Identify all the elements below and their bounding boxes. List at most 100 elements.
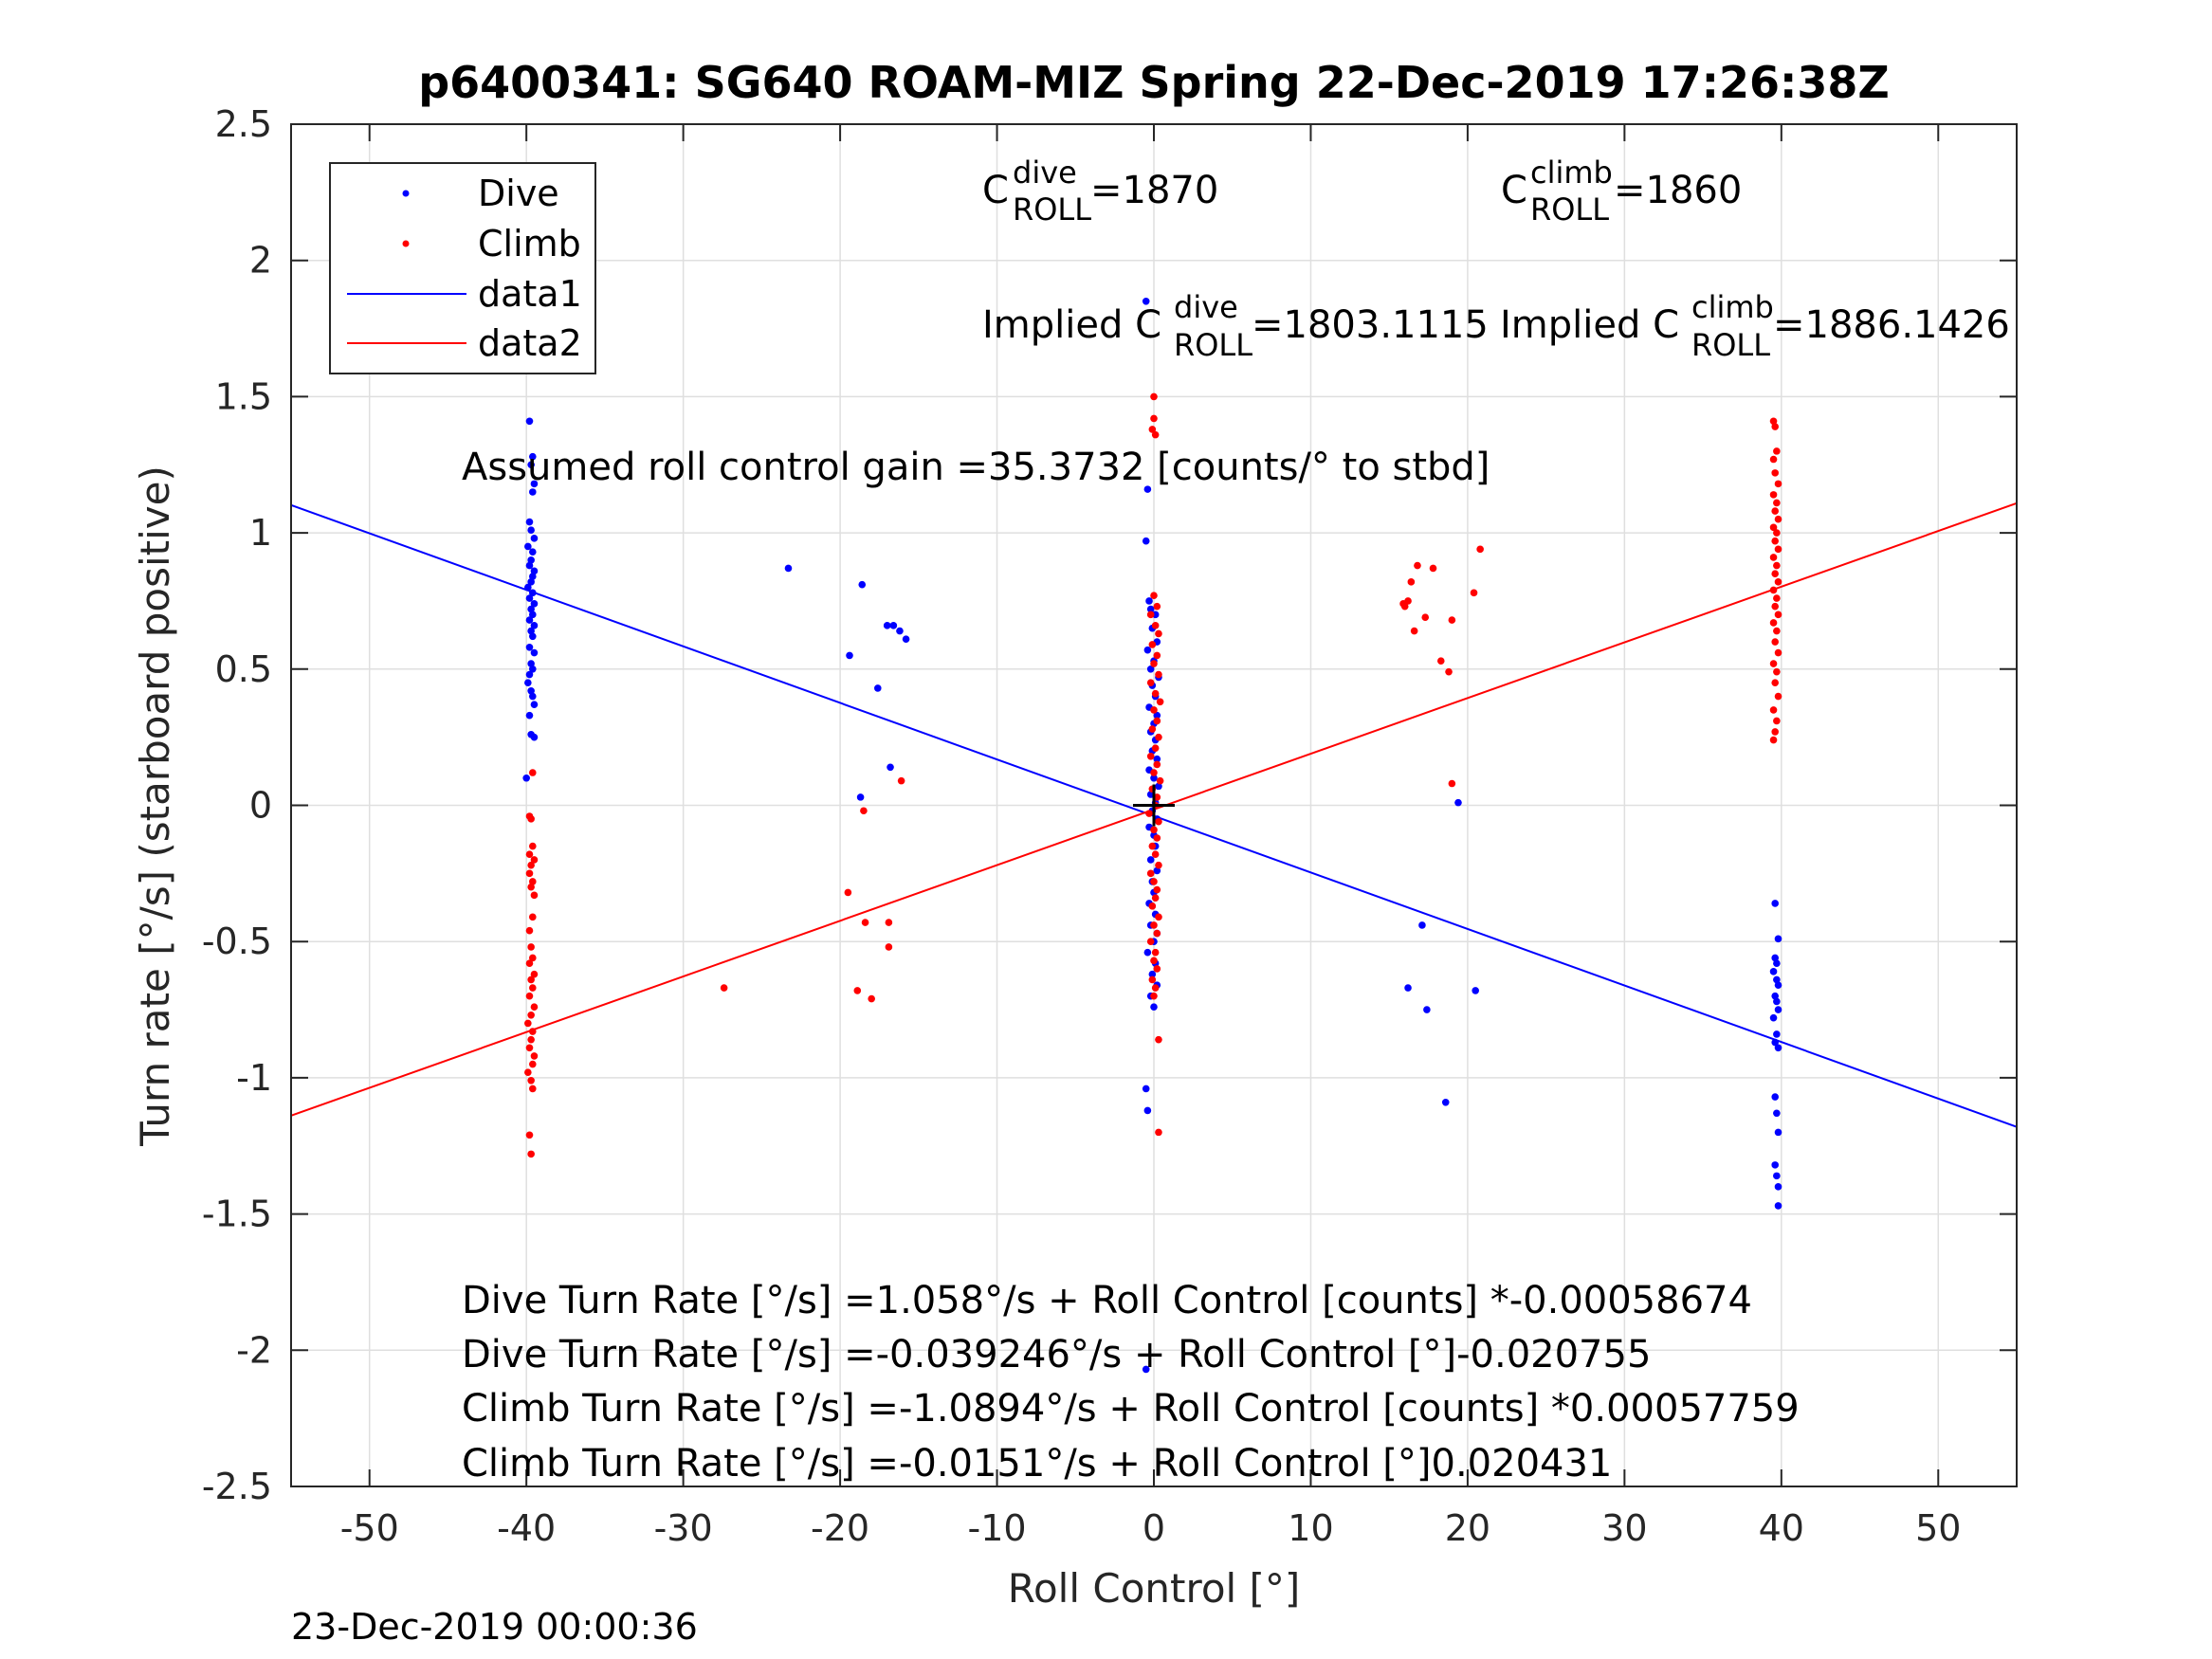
point-climb xyxy=(1151,744,1160,752)
point-climb xyxy=(529,984,537,992)
point-climb xyxy=(1404,597,1412,605)
point-dive xyxy=(1146,665,1155,673)
point-climb xyxy=(1769,523,1778,532)
point-dive xyxy=(1774,1128,1782,1137)
legend-marker-dive xyxy=(402,190,410,197)
chart-title: p6400341: SG640 ROAM-MIZ Spring 22-Dec-2… xyxy=(418,57,1890,108)
point-climb xyxy=(1150,921,1158,929)
point-climb xyxy=(1150,826,1158,834)
point-dive xyxy=(846,651,853,660)
x-tick-label: 10 xyxy=(1288,1507,1333,1549)
point-climb xyxy=(530,1003,539,1011)
point-climb xyxy=(1407,578,1416,586)
implied-climb-sup: climb xyxy=(1691,289,1774,325)
point-climb xyxy=(527,943,535,951)
point-climb xyxy=(1410,627,1418,635)
point-dive xyxy=(1774,981,1782,989)
x-tick-label: 40 xyxy=(1759,1507,1804,1549)
y-tick-label: -2.5 xyxy=(202,1466,272,1507)
point-climb xyxy=(1148,975,1157,984)
point-dive xyxy=(529,548,537,556)
point-climb xyxy=(527,1150,535,1158)
point-dive xyxy=(1773,959,1781,967)
point-climb xyxy=(1769,619,1778,627)
point-climb xyxy=(527,975,535,984)
point-dive xyxy=(883,622,891,629)
point-climb xyxy=(1150,769,1158,776)
point-dive xyxy=(887,763,894,772)
point-dive xyxy=(530,480,539,488)
x-tick-label: -50 xyxy=(340,1507,399,1549)
point-climb xyxy=(1150,414,1158,423)
point-climb xyxy=(1769,491,1778,499)
point-climb xyxy=(1445,667,1453,676)
point-dive xyxy=(529,611,537,619)
point-dive xyxy=(527,578,535,586)
point-dive xyxy=(1146,856,1155,864)
x-tick-label: -20 xyxy=(811,1507,869,1549)
annotation-c-dive: C dive ROLL =1870 xyxy=(982,155,1218,228)
point-climb xyxy=(1155,670,1162,679)
point-dive xyxy=(1773,1030,1781,1038)
point-climb xyxy=(1153,834,1161,842)
point-dive xyxy=(530,622,539,629)
c-dive-sup: dive xyxy=(1013,155,1077,191)
point-climb xyxy=(1153,885,1161,894)
x-tick-label: -40 xyxy=(497,1507,556,1549)
point-climb xyxy=(1155,1035,1162,1044)
point-climb xyxy=(861,919,869,926)
point-dive xyxy=(525,644,534,651)
point-climb xyxy=(529,878,537,885)
point-climb xyxy=(527,883,535,891)
point-dive xyxy=(1418,921,1426,929)
point-dive xyxy=(1153,755,1161,763)
x-tick-label: -10 xyxy=(968,1507,1027,1549)
point-climb xyxy=(1771,469,1779,477)
point-climb xyxy=(1155,861,1162,869)
point-climb xyxy=(844,888,852,897)
point-dive xyxy=(902,635,910,643)
annotation-gain: Assumed roll control gain =35.3732 [coun… xyxy=(462,446,1490,489)
point-climb xyxy=(1150,957,1158,965)
annotation-eq2: Dive Turn Rate [°/s] =-0.039246°/s + Rol… xyxy=(462,1333,1651,1376)
point-dive xyxy=(1773,1109,1781,1118)
point-climb xyxy=(1771,679,1779,686)
point-dive xyxy=(529,488,537,496)
legend: Dive Climb data1 data2 xyxy=(329,162,596,374)
point-climb xyxy=(1146,869,1155,878)
point-dive xyxy=(527,526,535,535)
point-climb xyxy=(529,842,537,850)
point-dive xyxy=(1146,605,1155,613)
point-climb xyxy=(885,943,893,951)
point-climb xyxy=(1150,660,1158,667)
point-climb xyxy=(1151,984,1160,992)
point-dive xyxy=(527,556,535,564)
point-climb xyxy=(1148,641,1157,648)
point-climb xyxy=(1151,894,1160,902)
point-dive xyxy=(530,600,539,608)
point-climb xyxy=(527,1035,535,1044)
point-dive xyxy=(1774,1202,1782,1210)
implied-climb-sub: ROLL xyxy=(1691,327,1770,363)
point-climb xyxy=(527,815,535,823)
point-dive xyxy=(1771,992,1779,1000)
point-dive xyxy=(524,583,532,592)
point-dive xyxy=(529,665,537,673)
point-climb xyxy=(1155,629,1162,638)
c-climb-main: C xyxy=(1501,169,1527,212)
point-climb xyxy=(1153,602,1161,611)
point-climb xyxy=(1769,586,1778,594)
point-climb xyxy=(1773,594,1781,602)
c-dive-sub: ROLL xyxy=(1013,191,1091,228)
point-dive xyxy=(1774,1044,1782,1052)
point-climb xyxy=(1155,733,1162,741)
point-dive xyxy=(1769,968,1778,975)
x-axis-label: Roll Control [°] xyxy=(1008,1565,1301,1612)
point-climb xyxy=(530,970,539,978)
point-dive xyxy=(1142,1085,1150,1093)
legend-label-data1: data1 xyxy=(478,273,582,315)
point-climb xyxy=(1769,706,1778,714)
point-climb xyxy=(1774,578,1782,586)
point-climb xyxy=(1421,613,1430,621)
point-dive xyxy=(1143,485,1152,493)
